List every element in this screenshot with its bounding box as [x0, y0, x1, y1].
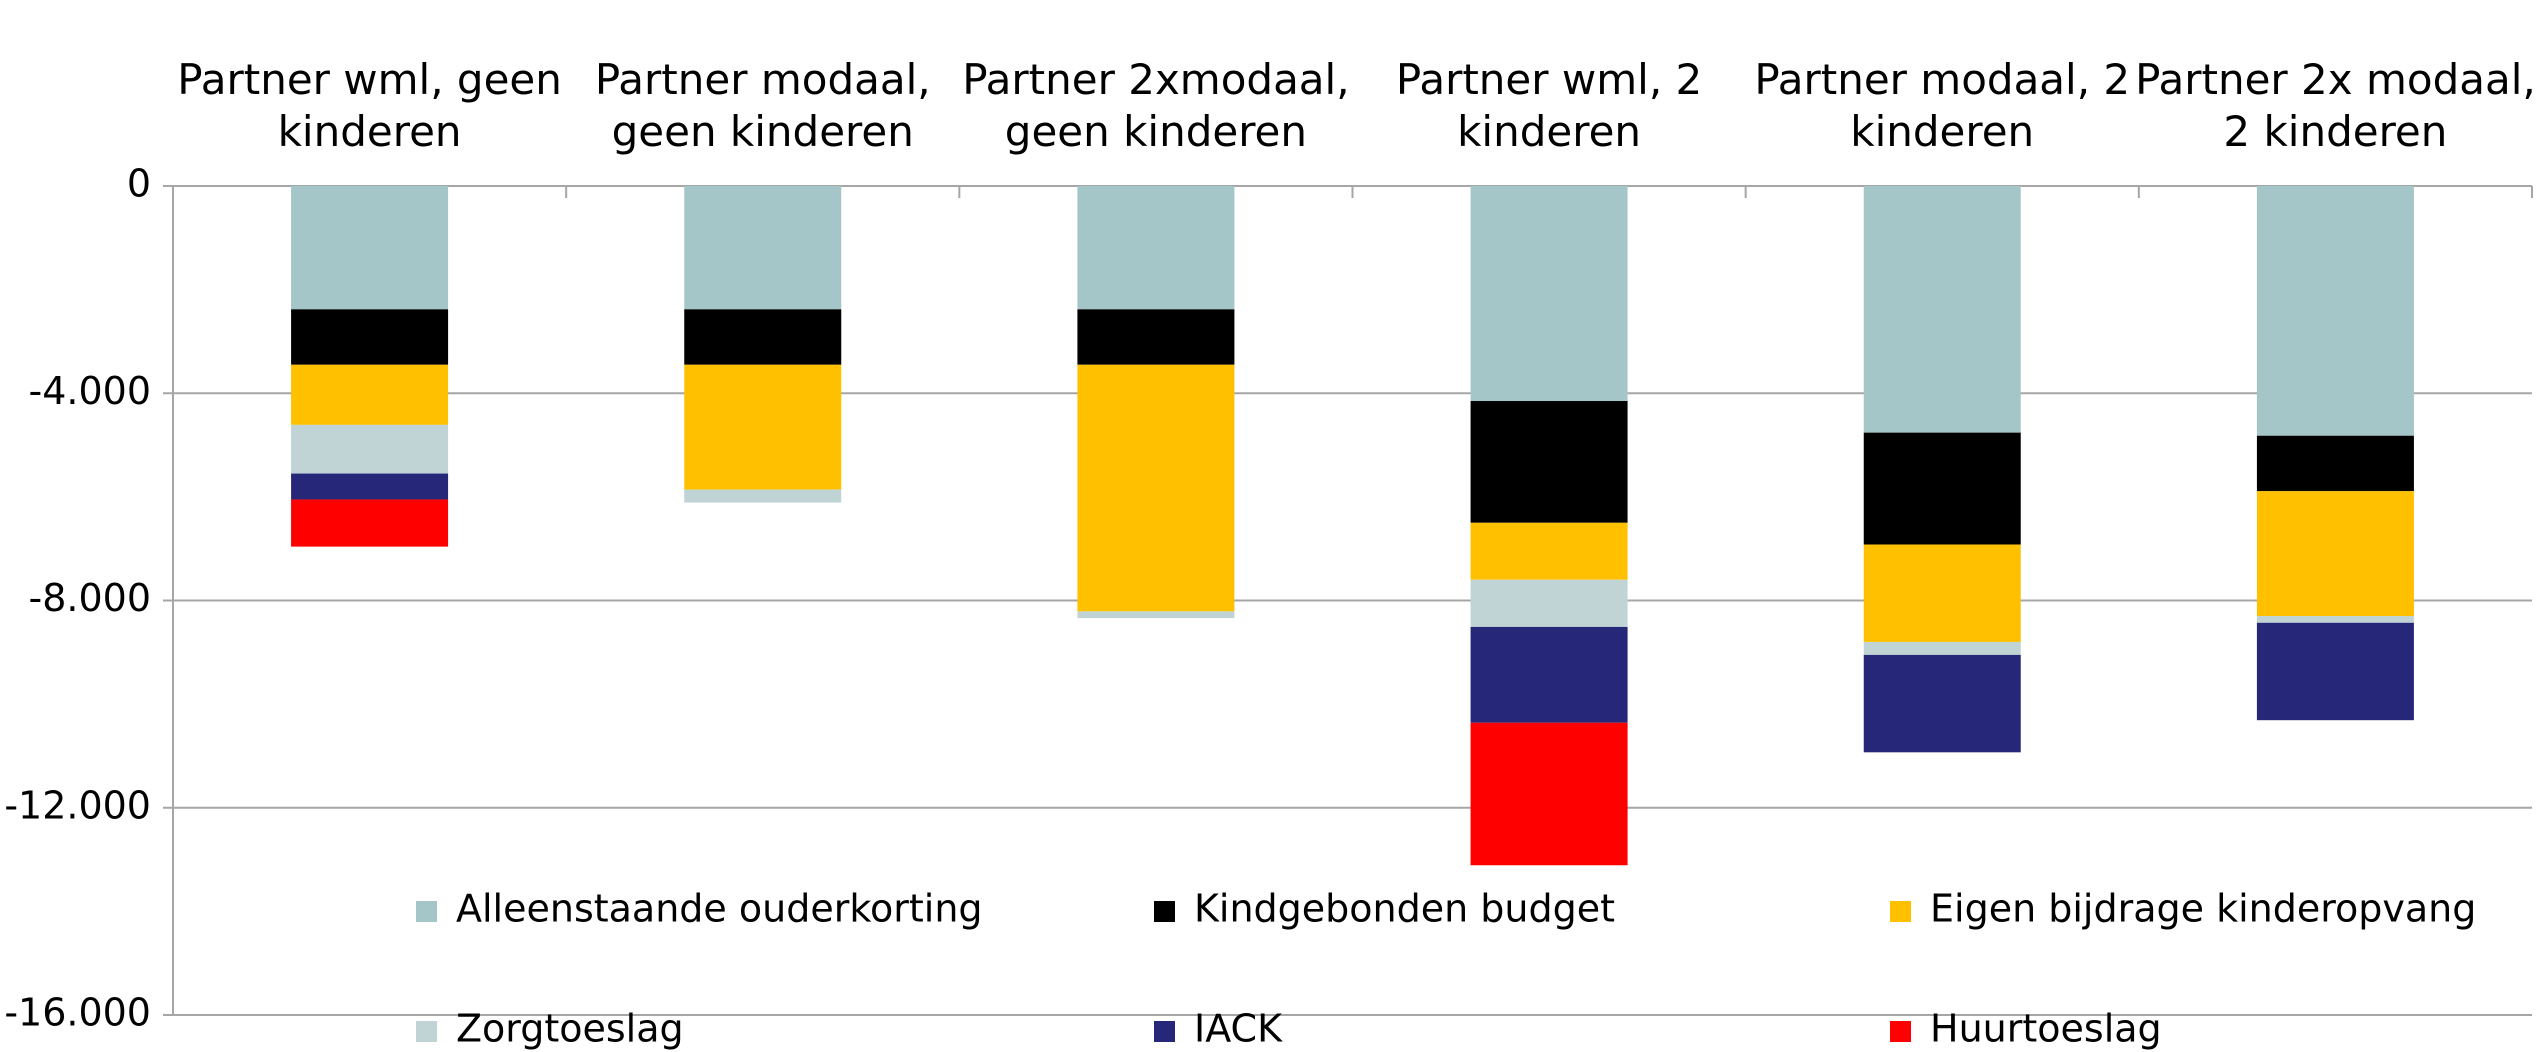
- bar-segment: [1863, 641, 2021, 655]
- bar-segment: [684, 309, 842, 365]
- bar-segment: [1470, 522, 1628, 580]
- bar-segment: [1470, 186, 1628, 402]
- legend-swatch: [1890, 1021, 1911, 1042]
- bar-segment: [291, 499, 449, 547]
- category-label: Partner wml, geen kinderen: [177, 55, 562, 156]
- y-tick-label: 0: [127, 162, 151, 206]
- legend-label: Alleenstaande ouderkorting: [456, 887, 983, 931]
- bar-segment: [1077, 364, 1235, 612]
- category-label: Partner modaal, geen kinderen: [594, 55, 931, 156]
- bar-segment: [1863, 654, 2021, 753]
- bar-segment: [2256, 622, 2414, 721]
- y-tick-label: -12.000: [4, 783, 151, 827]
- bar-segment: [291, 364, 449, 425]
- legend-label: Huurtoeslag: [1930, 1007, 2162, 1051]
- bar-segment: [684, 186, 842, 310]
- bar-segment: [1470, 579, 1628, 627]
- category-label: Partner wml, 2 kinderen: [1395, 55, 1703, 156]
- bar-segment: [1470, 626, 1628, 723]
- bar-segment: [684, 364, 842, 490]
- bar-segment: [2256, 186, 2414, 436]
- legend-label: Kindgebonden budget: [1194, 887, 1615, 931]
- y-tick-label: -16.000: [4, 991, 151, 1035]
- bar-segment: [684, 489, 842, 503]
- bar-segment: [291, 424, 449, 474]
- legend-swatch: [1154, 901, 1175, 922]
- bar-segment: [291, 309, 449, 365]
- category-label: Partner 2xmodaal, geen kinderen: [962, 55, 1350, 156]
- category-label: Partner modaal, 2 kinderen: [1754, 55, 2131, 156]
- bar-segment: [1077, 611, 1235, 619]
- legend-swatch: [1154, 1021, 1175, 1042]
- y-tick-label: -8.000: [29, 576, 152, 620]
- bar-segment: [1077, 309, 1235, 365]
- bar-segment: [2256, 435, 2414, 492]
- bar-segment: [291, 473, 449, 500]
- bar-segment: [291, 186, 449, 310]
- legend-label: IACK: [1194, 1007, 1283, 1051]
- bar-segment: [2256, 616, 2414, 623]
- category-label: Partner 2x modaal, 2 kinderen: [2135, 55, 2536, 156]
- bar-segment: [1863, 186, 2021, 433]
- legend-label: Zorgtoeslag: [456, 1007, 684, 1051]
- legend-swatch: [416, 901, 437, 922]
- bar-segment: [2256, 491, 2414, 617]
- legend-swatch: [416, 1021, 437, 1042]
- bar-segment: [1863, 432, 2021, 545]
- bar-segment: [1470, 401, 1628, 523]
- bar-segment: [1077, 186, 1235, 310]
- legend-label: Eigen bijdrage kinderopvang: [1930, 887, 2476, 931]
- bar-segment: [1470, 722, 1628, 866]
- y-tick-label: -4.000: [29, 369, 152, 413]
- bar-segment: [1863, 544, 2021, 642]
- legend-swatch: [1890, 901, 1911, 922]
